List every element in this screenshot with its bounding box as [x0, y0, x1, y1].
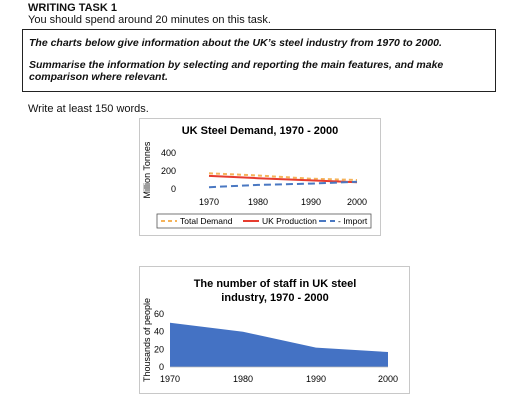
x-tick-label: 1980 [248, 197, 268, 207]
task-subtitle: You should spend around 20 minutes on th… [28, 14, 271, 26]
series-line-import [208, 180, 358, 189]
chart-title: UK Steel Demand, 1970 - 2000 [182, 125, 339, 137]
y-tick-label: 60 [154, 309, 164, 319]
prompt-line-1: The charts below give information about … [29, 37, 442, 49]
x-tick-label: 2000 [378, 374, 398, 384]
legend-label: Total Demand [180, 216, 233, 226]
word-count-instruction: Write at least 150 words. [28, 103, 149, 115]
y-tick-label: 400 [161, 148, 176, 158]
prompt-line-2: Summarise the information by selecting a… [29, 59, 444, 71]
y-tick-label: 0 [159, 362, 164, 372]
y-tick-label: 0 [171, 184, 176, 194]
x-tick-label: 2000 [347, 197, 367, 207]
area-series-staff [170, 322, 388, 367]
series-line-total-demand [208, 172, 358, 181]
y-tick-label: 200 [161, 166, 176, 176]
legend-label: - Import [338, 216, 368, 226]
x-tick-label: 1980 [233, 374, 253, 384]
y-axis-label: Million Tonnes [142, 141, 152, 198]
y-tick-label: 20 [154, 344, 164, 354]
x-tick-label: 1970 [199, 197, 219, 207]
chart-title-line1: The number of staff in UK steel [194, 278, 357, 290]
x-tick-label: 1970 [160, 374, 180, 384]
prompt-line-3: comparison where relevant. [29, 71, 168, 83]
prompt-box: The charts below give information about … [22, 29, 496, 92]
series-line-uk-production [208, 174, 358, 184]
legend-box [156, 213, 372, 229]
x-tick-label: 1990 [301, 197, 321, 207]
legend-label: UK Production [262, 216, 317, 226]
chart-title-line2: industry, 1970 - 2000 [221, 292, 328, 304]
task-title: WRITING TASK 1 [28, 2, 118, 14]
y-axis-label: Thousands of people [142, 298, 152, 382]
x-tick-label: 1990 [306, 374, 326, 384]
y-tick-label: 40 [154, 327, 164, 337]
